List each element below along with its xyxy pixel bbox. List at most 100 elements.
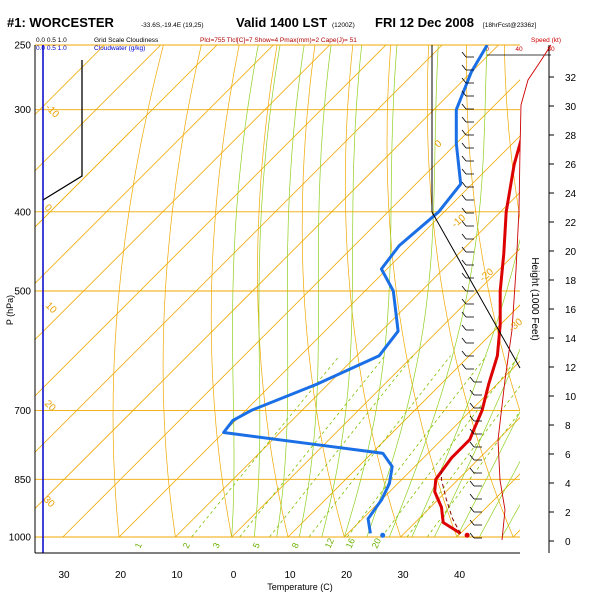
dry-adiabat-label: -10 <box>43 102 61 120</box>
wind-barb-flag <box>461 90 467 97</box>
wind-barb-flag <box>461 363 467 370</box>
wind-barb-flag <box>469 493 475 500</box>
height-tick-label: 10 <box>565 392 577 403</box>
legend: 0.0 0.5 1.0 Grid Scale Cloudiness 0.0 0.… <box>36 37 561 53</box>
mixing-ratio-line <box>406 385 520 538</box>
pressure-tick-label: 1000 <box>9 533 32 544</box>
wind-barb-flag <box>461 350 467 357</box>
wind-barb-flag <box>469 389 475 396</box>
dry-adiabat <box>580 45 600 537</box>
stability-indices: Plcl=755 Tlcl[C]=7 Show=4 Pmax(mm)=2 Cap… <box>200 37 357 44</box>
dry-adiabat <box>426 45 514 538</box>
wind-barb-flag <box>461 51 467 58</box>
wind-barb-flag <box>461 103 467 110</box>
height-tick-label: 22 <box>565 218 577 229</box>
cloud-scale-values: 0.0 0.5 1.0 <box>36 37 67 44</box>
moist-adiabat <box>456 411 520 538</box>
wind-barb-flag <box>461 272 467 279</box>
surface-temperature-marker <box>464 532 470 538</box>
wind-barb-flag <box>461 155 467 162</box>
wind-barb-flag <box>461 285 467 292</box>
moist-adiabat <box>388 45 488 538</box>
moist-adiabat <box>479 460 520 538</box>
moist-adiabat <box>298 45 332 538</box>
wind-barb-flag <box>461 233 467 240</box>
surface-dewpoint-marker <box>380 532 386 538</box>
temperature-tick-label: 10 <box>171 570 183 581</box>
pressure-tick-label: 400 <box>14 207 31 218</box>
moist-adiabat <box>434 348 520 538</box>
pressure-tick-label: 250 <box>14 41 31 52</box>
isotherm-label: -20 <box>478 266 496 284</box>
speed-tick-40: 40 <box>515 46 523 53</box>
mixing-ratio-line <box>308 355 451 538</box>
height-tick-label: 30 <box>565 102 577 113</box>
wind-barb-flag <box>461 77 467 84</box>
mixing-ratio-label: 2 <box>181 541 192 550</box>
mixing-ratio-label: 5 <box>251 541 262 550</box>
isotherm-line <box>35 45 218 228</box>
isotherm-label: -10 <box>450 212 468 230</box>
height-tick-label: 0 <box>565 537 571 548</box>
wind-barb-flag <box>461 337 467 344</box>
cloudwater-values: 0.0 0.5 1.0 <box>36 45 67 52</box>
isotherm-line <box>512 529 520 538</box>
height-tick-label: 2 <box>565 508 571 519</box>
valid-time: Valid 1400 LST <box>236 15 327 30</box>
height-tick-label: 16 <box>565 305 577 316</box>
dry-adiabat <box>542 45 600 537</box>
height-tick-label: 18 <box>565 276 577 287</box>
wind-barb-flag <box>461 116 467 123</box>
mixing-ratio-label: 1 <box>133 541 144 550</box>
wind-barb-flag <box>461 207 467 214</box>
moist-adiabat <box>343 45 398 538</box>
wind-barb-flag <box>469 376 475 383</box>
speed-label: Speed (kt) <box>531 37 561 44</box>
wind-barb-flag <box>469 428 475 435</box>
mixing-ratio-label: 12 <box>323 537 336 550</box>
wind-barb-flag <box>461 194 467 201</box>
wind-barb-flag <box>469 467 475 474</box>
moist-adiabat <box>411 238 520 538</box>
wind-barb-flag <box>461 220 467 227</box>
wind-barb-flag <box>469 454 475 461</box>
wind-speed-profile <box>497 44 552 541</box>
wind-barb-flag <box>461 142 467 149</box>
forecast-info: [18hrFcst@2336z] <box>483 22 536 29</box>
cloudwater-label: Cloudwater (g/kg) <box>94 45 145 52</box>
temperature-tick-label: 30 <box>397 570 409 581</box>
height-tick-label: 20 <box>565 247 577 258</box>
dry-adiabat <box>210 45 240 538</box>
pressure-tick-label: 500 <box>14 287 31 298</box>
header: #1: WORCESTER -33.6S,-19.4E (19,25) Vali… <box>7 15 536 30</box>
wind-barb-flag <box>469 506 475 513</box>
moist-adiabat <box>253 45 281 538</box>
pressure-tick-label: 300 <box>14 105 31 116</box>
mixing-ratio-line <box>191 355 340 538</box>
dry-adiabat <box>301 45 345 538</box>
temperature-tick-label: 40 <box>454 570 466 581</box>
wind-barb-flag <box>469 480 475 487</box>
dry-adiabat-label: 10 <box>43 300 59 316</box>
isotherm-line <box>35 45 161 172</box>
temperature-tick-label: 30 <box>58 570 70 581</box>
wind-barb-flag <box>461 181 467 188</box>
mixing-ratio-line <box>239 355 386 538</box>
wind-barb-flag <box>469 402 475 409</box>
wind-barb-flag <box>469 415 475 422</box>
moist-adiabat <box>231 45 259 538</box>
dry-adiabat <box>466 45 520 413</box>
station-coords: -33.6S,-19.4E (19,25) <box>141 22 204 29</box>
x-axis-label: Temperature (C) <box>267 582 333 592</box>
cloudiness-profile <box>42 60 83 201</box>
profiles <box>222 45 520 538</box>
wind-barb-flag <box>469 532 475 539</box>
height-tick-label: 12 <box>565 363 577 374</box>
height-tick-label: 28 <box>565 131 577 142</box>
height-tick-label: 8 <box>565 421 571 432</box>
pressure-tick-label: 700 <box>14 406 31 417</box>
dry-adiabat <box>504 45 520 221</box>
